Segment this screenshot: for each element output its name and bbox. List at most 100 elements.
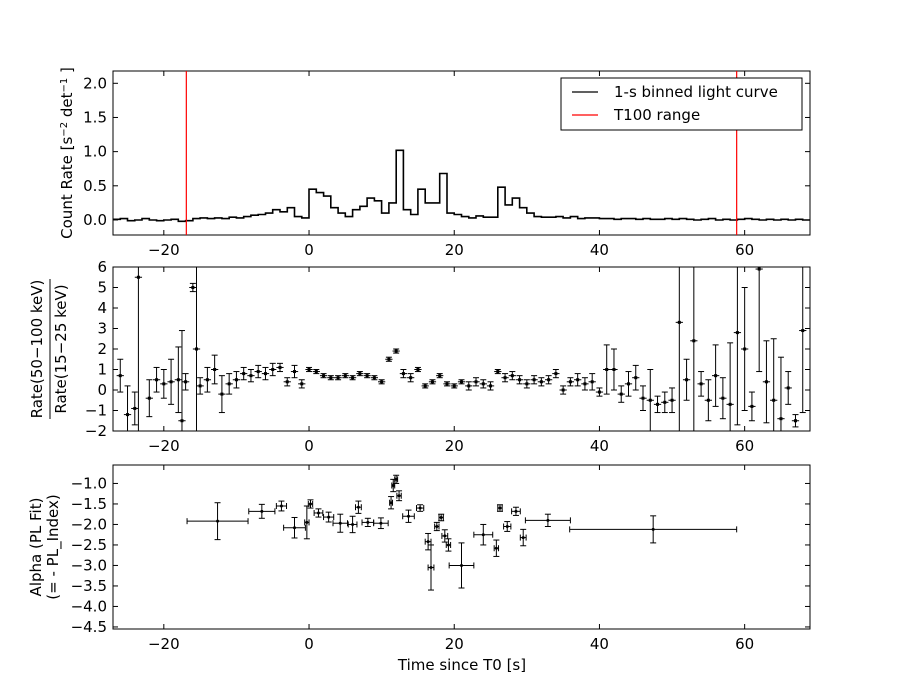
hardness-marker <box>423 384 427 388</box>
hardness-point <box>167 358 175 405</box>
hardness-marker <box>430 380 434 384</box>
panel-hardness-ratio: −20 0 20 40 60 −2 −1 0 1 2 3 4 5 6 Rate(50−100 keV) R… <box>28 258 811 455</box>
hardness-point <box>290 364 299 379</box>
hardness-point <box>399 369 408 379</box>
hardness-point <box>348 375 357 381</box>
y-tick-label: 4 <box>97 299 107 317</box>
hardness-marker <box>147 396 151 400</box>
alpha-marker <box>397 494 401 498</box>
alpha-marker <box>651 527 655 531</box>
hardness-marker <box>656 402 660 406</box>
alpha-point <box>347 515 358 534</box>
hardness-point <box>762 340 771 424</box>
hardness-point <box>196 377 204 395</box>
hardness-marker <box>213 368 217 371</box>
hardness-point <box>225 373 233 395</box>
hardness-marker <box>401 372 405 376</box>
alpha-point <box>496 504 503 512</box>
hardness-marker <box>380 380 384 384</box>
alpha-point <box>493 539 500 557</box>
hardness-marker <box>460 380 463 384</box>
hardness-point <box>777 356 785 431</box>
y-tick-label: 2 <box>97 340 107 358</box>
alpha-point <box>388 496 395 510</box>
hardness-marker <box>648 398 652 402</box>
x-tick-label: 20 <box>445 241 464 259</box>
x-tick-label: 40 <box>590 635 609 653</box>
hardness-marker <box>510 374 514 378</box>
y-tick-label: 0.0 <box>83 211 107 229</box>
alpha-marker <box>481 533 485 537</box>
alpha-point <box>438 513 445 522</box>
hardness-marker <box>387 357 391 361</box>
hardness-marker <box>452 384 456 388</box>
hardness-marker <box>205 378 209 382</box>
hardness-point <box>515 375 524 385</box>
hardness-point <box>356 371 364 377</box>
alpha-point <box>402 509 415 523</box>
alpha-marker <box>391 484 395 487</box>
hardness-marker <box>278 365 282 369</box>
hardness-point <box>595 387 604 397</box>
hardness-point <box>544 375 553 385</box>
alpha-point <box>569 515 738 544</box>
hardness-marker <box>743 347 747 351</box>
panel-light-curve: −20 0 20 40 60 0.0 0.5 1.0 1.5 2.0 Count Rate [s−… <box>58 67 811 259</box>
hardness-marker <box>271 368 275 371</box>
hardness-point <box>653 395 662 414</box>
hardness-marker <box>757 267 761 271</box>
hardness-point <box>385 356 393 362</box>
hardness-point <box>232 371 241 389</box>
y-tick-label: 1.0 <box>83 143 107 161</box>
alpha-point <box>393 474 400 484</box>
hardness-marker <box>699 382 703 386</box>
hardness-marker <box>496 370 500 374</box>
hardness-marker <box>263 372 267 376</box>
hardness-marker <box>532 378 536 382</box>
panel-alpha: −20 0 20 40 60 −1.0 −1.5 −2.0 −2.5 −3.0 −3.5 −4.0 −4… <box>27 464 811 674</box>
hardness-point <box>312 369 320 375</box>
alpha-point <box>524 513 571 527</box>
y-tick-label: 5 <box>97 279 107 297</box>
alpha-marker <box>435 525 439 528</box>
hardness-point <box>501 373 509 383</box>
hardness-point <box>203 366 212 393</box>
alpha-marker <box>514 509 518 513</box>
hardness-point <box>472 377 480 387</box>
alpha-marker <box>327 515 331 519</box>
hardness-point <box>741 287 749 411</box>
hardness-point <box>465 381 473 391</box>
hardness-point <box>617 385 625 403</box>
x-tick-label: 20 <box>445 437 464 455</box>
hardness-point <box>240 366 248 381</box>
alpha-point <box>275 500 288 512</box>
hardness-marker <box>547 378 551 382</box>
hardness-marker <box>162 382 166 386</box>
x-tick-label: 0 <box>304 241 314 259</box>
hardness-point <box>160 369 168 399</box>
alpha-point <box>519 528 527 547</box>
alpha-marker <box>308 502 312 506</box>
y-tick-label: 1.5 <box>83 108 107 126</box>
hardness-point <box>682 358 691 401</box>
hardness-point <box>123 385 132 431</box>
legend-label-light-curve: 1-s binned light curve <box>614 83 778 101</box>
alpha-point <box>511 506 521 516</box>
alpha-marker <box>316 511 320 515</box>
alpha-point <box>303 505 310 540</box>
hardness-point <box>327 375 335 381</box>
light-curve-series <box>113 149 810 223</box>
alpha-point <box>473 523 494 546</box>
hardness-point <box>661 391 669 414</box>
y-tick-label: −2 <box>85 422 107 440</box>
hardness-marker <box>634 376 638 380</box>
alpha-marker <box>366 520 370 524</box>
y-tick-label: −3.0 <box>71 556 107 574</box>
x-tick-label: −20 <box>148 241 180 259</box>
hardness-marker <box>445 382 449 386</box>
hardness-point <box>784 371 792 405</box>
hardness-marker <box>234 378 238 382</box>
hardness-marker <box>438 374 442 378</box>
hardness-point <box>341 373 349 379</box>
hardness-point <box>363 373 371 379</box>
